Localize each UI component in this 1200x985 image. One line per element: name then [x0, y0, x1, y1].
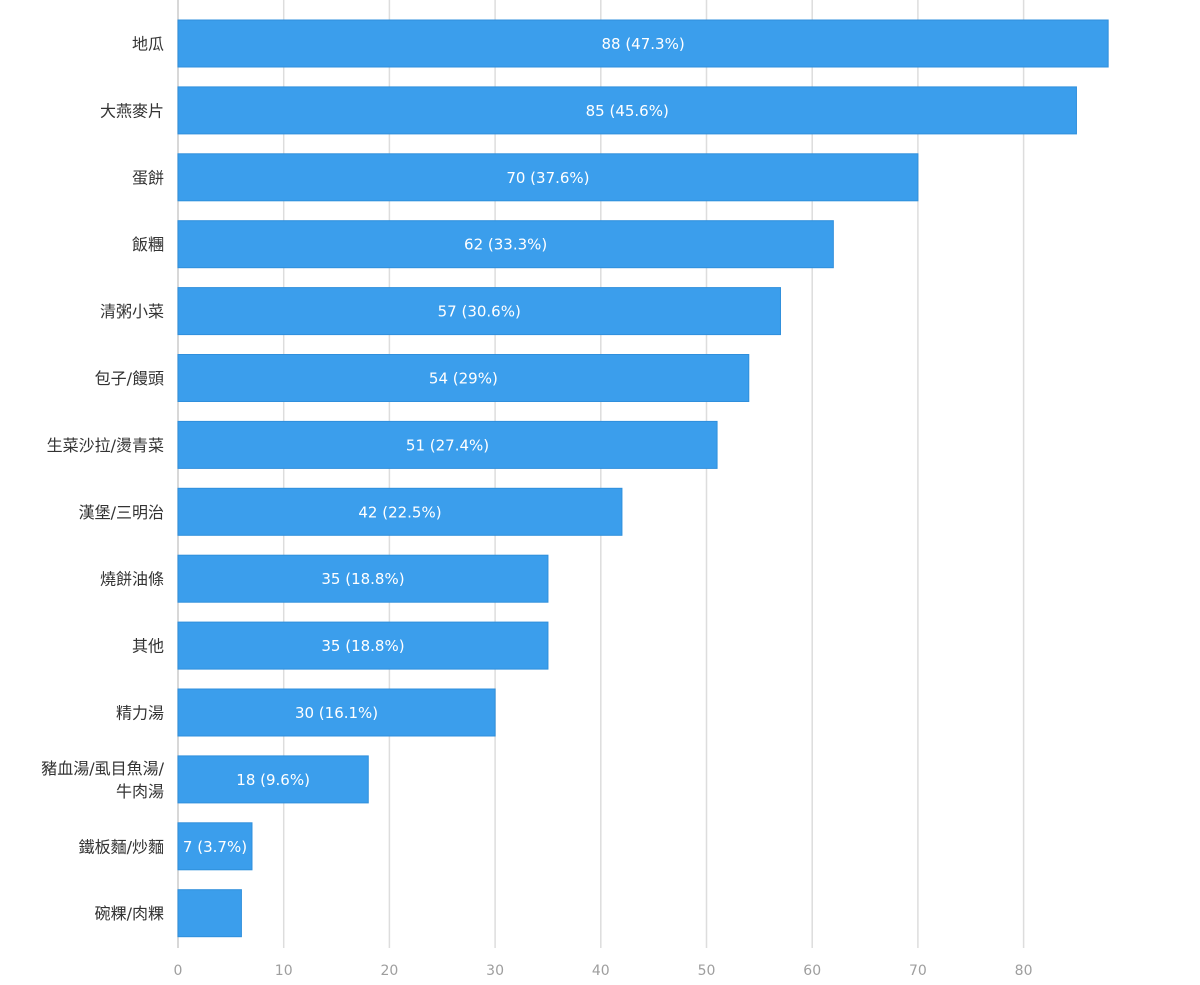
bar-data-label: 18 (9.6%): [236, 771, 310, 789]
x-tick-label: 50: [698, 963, 716, 979]
bar-data-label: 35 (18.8%): [321, 570, 404, 588]
bar: [177, 755, 369, 804]
x-tick-label: 70: [909, 963, 927, 979]
x-tick-label: 40: [592, 963, 610, 979]
category-label: 牛肉湯: [116, 782, 164, 801]
category-label: 蛋餅: [132, 168, 164, 187]
x-tick-label: 60: [803, 963, 821, 979]
category-label-layer: 地瓜大燕麥片蛋餅飯糰清粥小菜包子/饅頭生菜沙拉/燙青菜漢堡/三明治燒餅油條其他精…: [41, 35, 164, 924]
bar: [177, 287, 781, 336]
grid-layer: [177, 0, 1025, 948]
category-label: 飯糰: [132, 235, 164, 254]
category-label: 大燕麥片: [100, 101, 164, 120]
bar: [177, 220, 834, 269]
bar-label-layer: 88 (47.3%) 85 (45.6%) 70 (37.6%) 62 (33.3%)…: [183, 35, 685, 856]
bar-data-label: 54 (29%): [429, 370, 498, 388]
category-label: 地瓜: [132, 35, 164, 54]
category-label: 豬血湯/虱目魚湯/: [41, 759, 164, 778]
bar-layer: [177, 19, 1109, 938]
bar-data-label: 57 (30.6%): [438, 303, 521, 321]
x-tick-layer: 0 10 20 30 40 50 60 70 80: [174, 963, 1033, 979]
bar: [177, 621, 549, 670]
category-label: 精力湯: [116, 704, 164, 723]
category-label: 包子/饅頭: [95, 369, 164, 388]
bar-data-label: 85 (45.6%): [586, 102, 669, 120]
x-tick-label: 80: [1015, 963, 1033, 979]
bar: [177, 19, 1109, 68]
category-label: 其他: [132, 637, 164, 656]
x-tick-label: 30: [486, 963, 504, 979]
bar: [177, 86, 1077, 135]
category-label: 碗粿/肉粿: [95, 904, 164, 923]
bar: [177, 487, 623, 536]
category-label: 鐵板麵/炒麵: [79, 837, 164, 856]
bar-data-label: 70 (37.6%): [506, 169, 589, 187]
bar: [177, 889, 242, 938]
bar-data-label: 35 (18.8%): [321, 637, 404, 655]
bar-data-label: 62 (33.3%): [464, 236, 547, 254]
x-tick-label: 10: [275, 963, 293, 979]
x-tick-label: 20: [380, 963, 398, 979]
bar: [177, 688, 496, 737]
bar: [177, 822, 253, 871]
bar-data-label: 51 (27.4%): [406, 436, 489, 454]
category-label: 燒餅油條: [100, 570, 164, 589]
bar-data-label: 7 (3.7%): [183, 838, 247, 856]
bar: [177, 420, 718, 469]
bar: [177, 554, 549, 603]
bar-data-label: 88 (47.3%): [601, 35, 684, 53]
bar-data-label: 42 (22.5%): [358, 503, 441, 521]
x-tick-label: 0: [174, 963, 183, 979]
bar: [177, 354, 750, 402]
bar: [177, 153, 919, 202]
category-label: 漢堡/三明治: [79, 503, 164, 522]
category-label: 生菜沙拉/燙青菜: [47, 436, 164, 455]
bar-data-label: 30 (16.1%): [295, 704, 378, 722]
category-label: 清粥小菜: [100, 302, 164, 321]
